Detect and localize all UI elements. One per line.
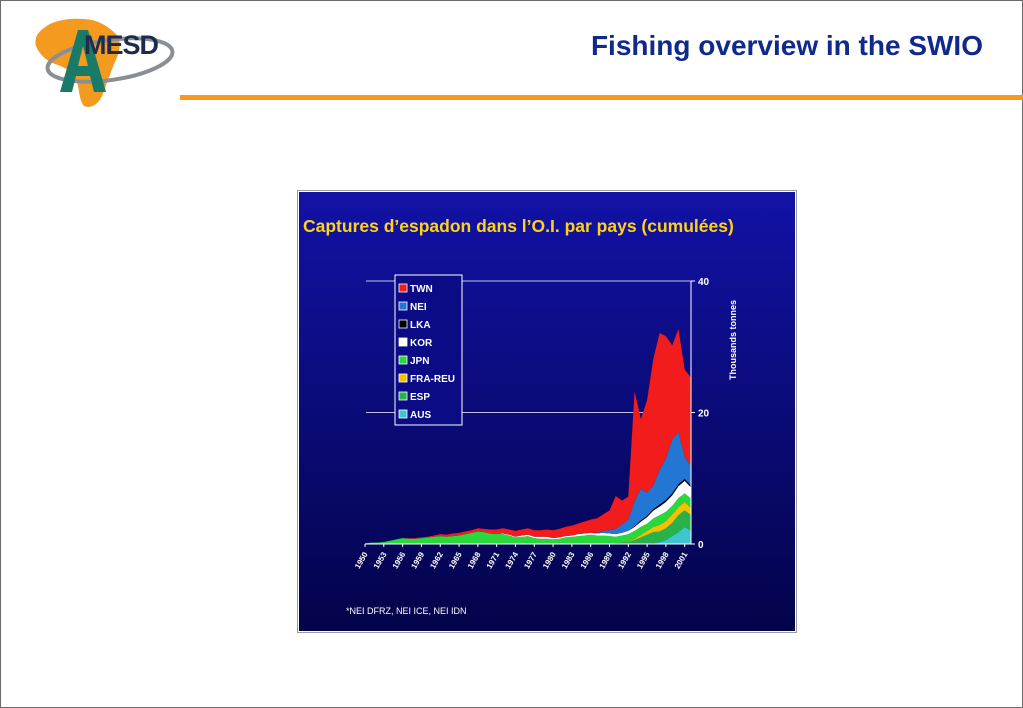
legend-swatch-nei xyxy=(398,301,408,311)
area-series-aus xyxy=(365,526,691,544)
legend-swatch-aus xyxy=(398,409,408,419)
legend-label-aus: AUS xyxy=(410,410,431,421)
y-tick-label: 20 xyxy=(698,409,710,420)
legend-swatch-fra-reu xyxy=(398,373,408,383)
legend-label-lka: LKA xyxy=(410,320,431,331)
legend-label-esp: ESP xyxy=(410,392,430,403)
legend-swatch-esp xyxy=(398,391,408,401)
legend-label-twn: TWN xyxy=(410,284,433,295)
legend-label-fra-reu: FRA-REU xyxy=(410,374,455,385)
y-tick-label: 0 xyxy=(698,540,704,551)
legend-swatch-twn xyxy=(398,283,408,293)
chart-background xyxy=(299,192,795,631)
legend-swatch-kor xyxy=(398,337,408,347)
slide-title: Fishing overview in the SWIO xyxy=(590,30,983,61)
legend-label-nei: NEI xyxy=(410,302,427,313)
logo-orbit xyxy=(45,36,175,84)
stacked-area-chart: Captures d’espadon dans l’O.I. par pays … xyxy=(299,192,795,631)
chart-title: Captures d’espadon dans l’O.I. par pays … xyxy=(303,216,734,236)
y-tick-label: 40 xyxy=(698,277,710,288)
legend-label-jpn: JPN xyxy=(410,356,429,367)
chart-panel: Captures d’espadon dans l’O.I. par pays … xyxy=(297,190,797,633)
legend-swatch-jpn xyxy=(398,355,408,365)
y-axis-label: Thousands tonnes xyxy=(728,300,738,380)
area-series-esp xyxy=(365,510,691,544)
area-series-twn xyxy=(365,328,691,544)
legend-swatch-lka xyxy=(398,319,408,329)
legend-label-kor: KOR xyxy=(410,338,433,349)
title-underline xyxy=(180,95,1023,100)
amesd-logo xyxy=(35,18,175,107)
logo-text: MESD xyxy=(84,30,159,60)
chart-footnote: *NEI DFRZ, NEI ICE, NEI IDN xyxy=(346,606,467,616)
logo-letter-a-shape xyxy=(60,30,106,92)
